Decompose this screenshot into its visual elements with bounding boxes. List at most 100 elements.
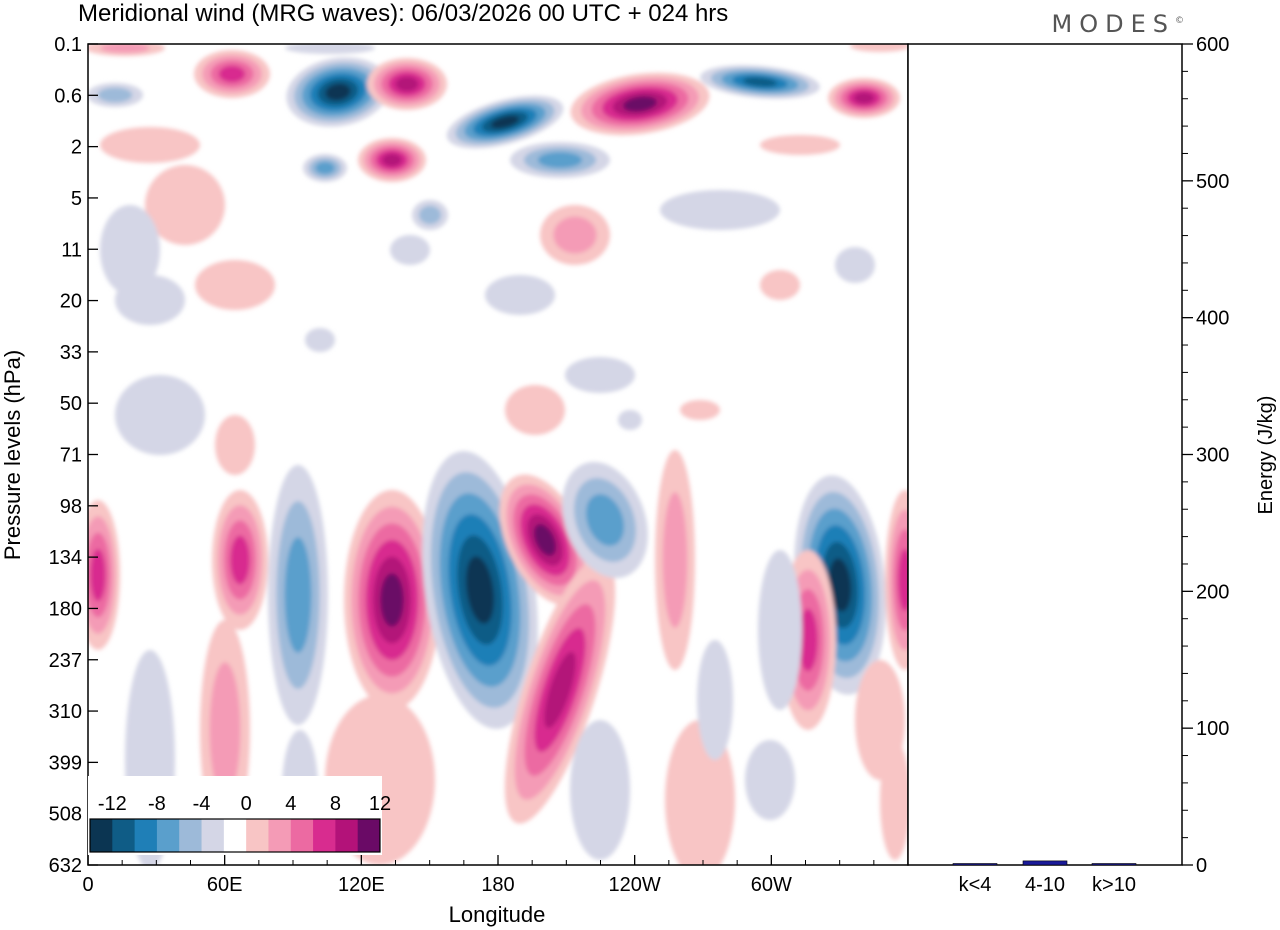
energy-axis-label: Energy (J/kg) (1255, 396, 1277, 515)
modes-logo: MODES© (1051, 10, 1184, 38)
negative-wind-contour (390, 235, 430, 265)
positive-wind-contour (553, 216, 597, 254)
colorbar-swatch (134, 819, 158, 852)
colorbar-label: 4 (285, 793, 296, 815)
y-tick-label: 5 (71, 188, 82, 210)
negative-wind-contour (284, 537, 312, 653)
positive-wind-contour (100, 44, 150, 53)
y-tick-label: 2 (71, 137, 82, 159)
energy-bar (1091, 863, 1137, 866)
colorbar-swatch (290, 819, 314, 852)
negative-wind-contour (565, 357, 635, 393)
negative-wind-contour (325, 83, 351, 101)
colorbar-swatch (246, 819, 269, 852)
positive-wind-contour (395, 76, 419, 92)
positive-wind-contour (533, 524, 557, 556)
y-tick-label: 134 (49, 547, 82, 569)
negative-wind-contour (537, 152, 583, 168)
colorbar-label: -8 (148, 793, 166, 815)
y-tick-label: 180 (49, 598, 82, 620)
y-axis-label: Pressure levels (hPa) (0, 350, 25, 560)
energy-category-label: k<4 (959, 874, 992, 896)
x-tick-label: 60W (751, 874, 792, 896)
y-tick-label: 33 (60, 342, 82, 364)
y-tick-label: 71 (60, 445, 82, 467)
colorbar-swatch (268, 819, 292, 852)
y-tick-label: 20 (60, 291, 82, 313)
colorbar-swatch (335, 819, 359, 852)
x-tick-label: 180 (481, 874, 514, 896)
negative-wind-contour (315, 161, 335, 175)
colorbar: -12 -8 -4 0 4 8 12 (88, 776, 391, 855)
y-tick-label: 237 (49, 650, 82, 672)
negative-wind-contour (115, 275, 185, 325)
energy-tick-label: 100 (1196, 718, 1229, 740)
x-tick-label: 0 (82, 874, 93, 896)
y-tick-label: 11 (61, 239, 82, 261)
negative-wind-contour (618, 410, 642, 430)
positive-wind-contour (382, 153, 402, 167)
negative-wind-contour (758, 550, 802, 710)
negative-wind-contour (742, 77, 778, 87)
negative-wind-contour (485, 275, 555, 315)
negative-wind-contour (828, 558, 852, 612)
y-tick-label: 0.1 (54, 34, 82, 56)
energy-category-label: 4-10 (1025, 874, 1065, 896)
negative-wind-contour (570, 720, 630, 860)
energy-tick-label: 600 (1196, 34, 1229, 56)
positive-wind-contour (90, 548, 106, 602)
y-tick-label: 98 (60, 496, 82, 518)
y-tick-label: 50 (60, 393, 82, 415)
positive-wind-contour (662, 492, 688, 628)
negative-wind-contour (100, 205, 160, 295)
x-tick-label: 120W (609, 874, 661, 896)
colorbar-label: -4 (193, 793, 211, 815)
y-tick-label: 0.6 (54, 85, 82, 107)
positive-wind-contour (880, 740, 908, 860)
y-tick-label: 310 (49, 701, 82, 723)
positive-wind-contour (898, 548, 908, 612)
positive-wind-contour (218, 65, 246, 83)
negative-wind-contour (115, 375, 205, 455)
colorbar-swatch (156, 819, 180, 852)
positive-wind-contour (209, 662, 241, 798)
negative-wind-contour (97, 87, 133, 103)
colorbar-label: -12 (98, 793, 127, 815)
y-tick-label: 632 (49, 855, 82, 877)
negative-wind-contour (660, 190, 780, 230)
colorbar-swatch (223, 819, 247, 852)
energy-tick-label: 300 (1196, 445, 1229, 467)
negative-wind-contour (465, 556, 495, 624)
colorbar-swatch (201, 819, 225, 852)
energy-tick-label: 0 (1196, 855, 1207, 877)
energy-tick-label: 200 (1196, 581, 1229, 603)
positive-wind-contour (215, 415, 255, 475)
chart-title: Meridional wind (MRG waves): 06/03/2026 … (78, 0, 729, 27)
positive-wind-contour (760, 270, 800, 300)
colorbar-swatch (112, 819, 136, 852)
colorbar-swatch (357, 819, 381, 852)
wind-heatmap (87, 43, 909, 866)
negative-wind-contour (697, 640, 733, 760)
x-tick-label: 60E (207, 874, 243, 896)
positive-wind-contour (230, 535, 250, 585)
negative-wind-contour (835, 247, 875, 283)
positive-wind-contour (798, 608, 818, 672)
energy-panel: k<4 4-10 k>10 0 100 200 300 400 500 600 (907, 34, 1229, 896)
energy-bar (952, 863, 998, 866)
negative-wind-contour (745, 740, 795, 820)
y-tick-label: 508 (49, 804, 82, 826)
x-axis-label: Longitude (449, 902, 546, 927)
energy-category-label: k>10 (1092, 874, 1136, 896)
energy-tick-label: 500 (1196, 171, 1229, 193)
colorbar-label: 12 (369, 793, 391, 815)
positive-wind-contour (100, 127, 200, 163)
colorbar-swatch (179, 819, 203, 852)
positive-wind-contour (380, 573, 404, 627)
colorbar-swatch (313, 819, 336, 852)
negative-wind-contour (285, 44, 375, 54)
negative-wind-contour (305, 328, 335, 352)
positive-wind-contour (680, 400, 720, 420)
positive-wind-contour (145, 165, 225, 245)
